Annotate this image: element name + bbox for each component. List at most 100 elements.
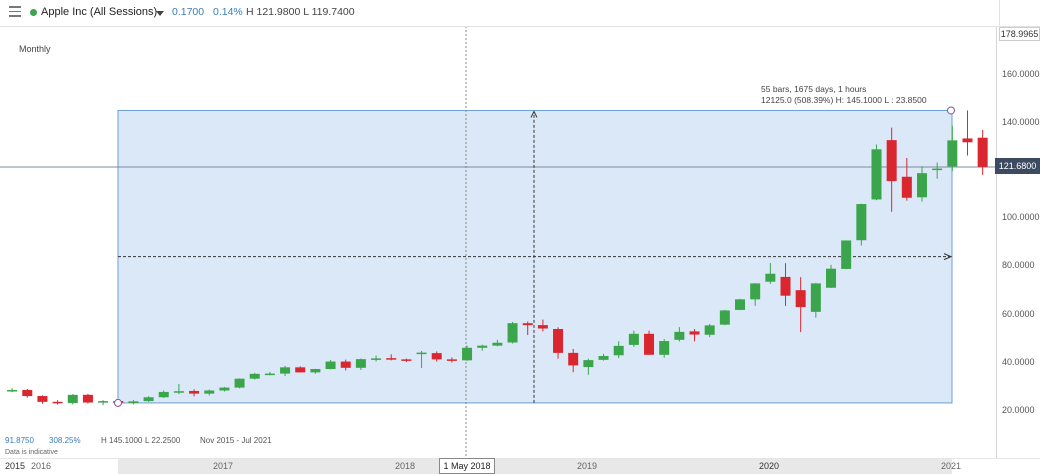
x-tick-label: 2020 bbox=[759, 461, 780, 471]
candle-body bbox=[477, 345, 488, 348]
candle-body bbox=[219, 387, 230, 391]
measure-values: 12125.0 (508.39%) H: 145.1000 L : 23.850… bbox=[761, 95, 927, 105]
x-tick-label: 2015 bbox=[5, 461, 26, 471]
x-tick-label: 2021 bbox=[941, 461, 962, 471]
candle-body bbox=[37, 396, 48, 402]
candle-body bbox=[462, 347, 473, 361]
measure-summary: 55 bars, 1675 days, 1 hours bbox=[761, 84, 867, 94]
candle-body bbox=[947, 140, 958, 167]
candle-body bbox=[886, 140, 897, 182]
candle-body bbox=[537, 325, 548, 329]
candle-body bbox=[735, 299, 746, 310]
candle-body bbox=[750, 283, 761, 300]
interval-label: Monthly bbox=[19, 44, 51, 54]
candle-body bbox=[82, 394, 93, 403]
high-low-values: H 121.9800 L 119.7400 bbox=[246, 6, 355, 18]
measure-end-handle-icon bbox=[947, 106, 955, 115]
candle-body bbox=[583, 360, 594, 368]
crosshair-date-label: 1 May 2018 bbox=[439, 458, 495, 474]
candle-body bbox=[7, 390, 18, 392]
market-status-icon bbox=[30, 9, 37, 16]
candle-body bbox=[644, 333, 655, 355]
instrument-name[interactable]: Apple Inc (All Sessions) bbox=[41, 6, 158, 18]
candle-body bbox=[977, 137, 988, 167]
stat-high: H 145.1000 bbox=[101, 436, 143, 445]
y-tick-label: 60.0000 bbox=[1002, 309, 1035, 319]
candle-body bbox=[371, 358, 382, 360]
candle-body bbox=[719, 310, 730, 325]
x-tick-label: 2018 bbox=[395, 461, 416, 471]
candle-body bbox=[249, 373, 260, 379]
candle-body bbox=[674, 331, 685, 340]
stat-percent: 308.25% bbox=[49, 436, 81, 445]
current-price-tag: 121.6800 bbox=[995, 158, 1040, 174]
candle-body bbox=[917, 173, 927, 198]
x-tick-label: 2016 bbox=[31, 461, 52, 471]
arrow-head-right-icon bbox=[943, 253, 953, 261]
candle-body bbox=[932, 168, 943, 171]
y-axis-max-label: 178.9965 bbox=[999, 27, 1040, 41]
y-tick-label: 100.0000 bbox=[1002, 212, 1040, 222]
candle-body bbox=[568, 352, 579, 366]
axis-corner bbox=[999, 0, 1040, 26]
candle-body bbox=[325, 361, 336, 370]
x-axis-selection-range bbox=[118, 459, 952, 474]
candle-body bbox=[826, 268, 837, 288]
candle-body bbox=[856, 204, 867, 241]
candle-body bbox=[507, 323, 518, 343]
candle-body bbox=[446, 359, 457, 361]
candle-body bbox=[841, 240, 852, 269]
candle-body bbox=[901, 176, 912, 198]
arrow-head-up-icon bbox=[530, 110, 538, 118]
y-tick-label: 20.0000 bbox=[1002, 405, 1035, 415]
candle-body bbox=[22, 390, 33, 397]
candle-body bbox=[810, 283, 821, 312]
candle-body bbox=[310, 369, 321, 373]
chevron-down-icon[interactable] bbox=[156, 11, 164, 16]
hamburger-menu-icon[interactable] bbox=[9, 6, 21, 17]
y-tick-label: 160.0000 bbox=[1002, 69, 1040, 79]
price-change: 0.1700 bbox=[172, 6, 205, 18]
candle-body bbox=[128, 401, 139, 404]
price-change-percent: 0.14% bbox=[213, 6, 243, 18]
candle-body bbox=[204, 390, 215, 394]
candle-body bbox=[234, 378, 245, 388]
candle-body bbox=[143, 397, 154, 402]
stat-range: Nov 2015 - Jul 2021 bbox=[200, 436, 272, 445]
data-disclaimer: Data is indicative bbox=[5, 449, 58, 456]
y-tick-label: 140.0000 bbox=[1002, 117, 1040, 127]
candle-body bbox=[780, 276, 791, 296]
candle-body bbox=[189, 390, 200, 394]
candle-body bbox=[492, 342, 503, 346]
candle-body bbox=[962, 138, 973, 143]
candle-body bbox=[659, 341, 670, 355]
x-tick-label: 2019 bbox=[577, 461, 598, 471]
x-tick-label: 2017 bbox=[213, 461, 234, 471]
candle-body bbox=[598, 356, 609, 360]
candle-body bbox=[628, 333, 639, 345]
stat-value: 91.8750 bbox=[5, 436, 34, 445]
x-axis[interactable] bbox=[0, 458, 1040, 475]
candle-body bbox=[871, 149, 882, 200]
candle-body bbox=[280, 367, 291, 374]
candle-body bbox=[553, 328, 564, 353]
candle-body bbox=[795, 290, 806, 308]
candle-body bbox=[52, 401, 63, 404]
candle-body bbox=[264, 373, 275, 376]
candle-body bbox=[386, 358, 397, 360]
candle-body bbox=[355, 359, 366, 368]
candle-body bbox=[689, 331, 700, 335]
candle-body bbox=[704, 325, 715, 335]
candle-body bbox=[401, 359, 412, 361]
candle-body bbox=[340, 361, 351, 368]
measure-start-handle-icon bbox=[114, 398, 122, 407]
candle-body bbox=[416, 352, 427, 355]
candle-body bbox=[295, 367, 306, 373]
candle-body bbox=[173, 391, 184, 393]
candle-body bbox=[67, 394, 78, 404]
y-tick-label: 40.0000 bbox=[1002, 357, 1035, 367]
candle-body bbox=[431, 353, 442, 360]
stat-low: L 22.2500 bbox=[145, 436, 181, 445]
candle-body bbox=[158, 391, 169, 398]
